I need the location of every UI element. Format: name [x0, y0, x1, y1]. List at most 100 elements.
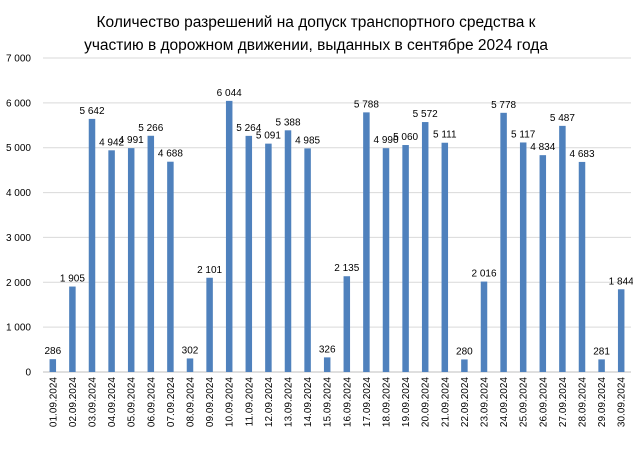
bar: [49, 359, 57, 372]
x-tick-label: 14.09.2024: [303, 377, 314, 427]
bar: [559, 125, 566, 372]
bar: [617, 289, 625, 372]
data-label: 4 688: [158, 149, 183, 160]
bar: [323, 357, 331, 372]
bar: [461, 359, 468, 372]
bar: [108, 150, 115, 372]
data-label: 5 091: [256, 131, 281, 142]
data-label: 4 683: [569, 149, 594, 160]
x-tick-label: 22.09.2024: [460, 377, 471, 427]
x-tick-label: 21.09.2024: [440, 377, 451, 427]
bar: [245, 135, 253, 372]
data-label: 6 044: [217, 88, 242, 99]
bar: [225, 100, 233, 373]
data-label: 5 266: [138, 123, 163, 134]
bar: [382, 148, 390, 372]
y-tick-label: 0: [25, 368, 31, 379]
y-tick-label: 3 000: [6, 233, 31, 244]
x-tick-label: 09.09.2024: [205, 377, 216, 427]
x-tick-label: 10.09.2024: [225, 377, 236, 427]
x-tick-label: 03.09.2024: [88, 377, 99, 427]
bar: [519, 142, 527, 372]
x-tick-label: 27.09.2024: [558, 377, 569, 427]
bar: [363, 112, 370, 373]
data-label: 2 135: [334, 263, 359, 274]
bar: [402, 145, 409, 372]
bar: [421, 122, 429, 372]
y-tick-label: 7 000: [6, 54, 31, 65]
x-tick-label: 23.09.2024: [480, 377, 491, 427]
data-label: 5 788: [354, 99, 379, 110]
y-tick-label: 1 000: [6, 323, 31, 334]
data-label: 326: [319, 344, 336, 355]
x-tick-label: 24.09.2024: [499, 377, 510, 427]
bar: [304, 148, 311, 372]
data-label: 5 642: [79, 106, 104, 117]
data-label: 280: [456, 346, 473, 357]
x-tick-label: 05.09.2024: [127, 377, 138, 427]
x-tick-label: 12.09.2024: [264, 377, 275, 427]
data-label: 5 572: [413, 109, 438, 120]
x-tick-label: 20.09.2024: [421, 377, 432, 427]
x-tick-label: 16.09.2024: [342, 377, 353, 427]
x-tick-label: 25.09.2024: [519, 377, 530, 427]
x-tick-label: 01.09.2024: [48, 377, 59, 427]
data-label: 5 778: [491, 100, 516, 111]
x-tick-label: 19.09.2024: [401, 377, 412, 427]
data-label: 4 991: [119, 135, 144, 146]
bar: [186, 358, 194, 372]
y-tick-label: 2 000: [6, 278, 31, 289]
data-label: 4 942: [99, 137, 124, 148]
bar: [88, 118, 96, 372]
data-label: 286: [44, 346, 61, 357]
x-axis-ticks: 01.09.2024 02.09.2024 03.09.2024 04.09.2024…: [48, 377, 627, 427]
x-tick-label: 08.09.2024: [186, 377, 197, 427]
data-label: 5 117: [511, 129, 536, 140]
bar: [167, 161, 174, 372]
bar: [480, 281, 488, 372]
bar: [127, 148, 135, 372]
data-label: 2 101: [197, 265, 222, 276]
data-label: 5 388: [275, 117, 300, 128]
data-label: 4 985: [295, 135, 320, 146]
data-label: 5 264: [236, 123, 261, 134]
x-tick-label: 11.09.2024: [244, 377, 255, 427]
data-label: 5 111: [433, 130, 457, 141]
bar: [147, 135, 155, 372]
chart-title-line-2: участию в дорожном движении, выданных в …: [84, 37, 548, 54]
bar: [539, 155, 547, 372]
data-label: 4 990: [373, 135, 398, 146]
bar: [500, 112, 507, 372]
bar: [343, 276, 351, 372]
bar: [206, 277, 213, 372]
data-label: 2 016: [471, 269, 496, 280]
bar: [69, 286, 76, 372]
bar: [598, 359, 605, 372]
x-tick-label: 02.09.2024: [68, 377, 79, 427]
chart-title-line-1: Количество разрешений на допуск транспор…: [97, 14, 536, 31]
x-tick-label: 26.09.2024: [538, 377, 549, 427]
x-tick-label: 18.09.2024: [382, 377, 393, 427]
bar: [578, 161, 586, 372]
data-label: 5 060: [393, 132, 418, 143]
x-tick-label: 30.09.2024: [617, 377, 628, 427]
x-tick-label: 15.09.2024: [323, 377, 334, 427]
y-tick-label: 4 000: [6, 188, 31, 199]
x-tick-label: 17.09.2024: [362, 377, 373, 427]
y-tick-label: 6 000: [6, 98, 31, 109]
data-label: 4 834: [530, 142, 555, 153]
x-tick-label: 06.09.2024: [146, 377, 157, 427]
data-label: 5 487: [550, 113, 575, 124]
x-tick-label: 07.09.2024: [166, 377, 177, 427]
y-tick-label: 5 000: [6, 143, 31, 154]
data-label: 281: [593, 346, 610, 357]
data-label: 1 905: [60, 274, 85, 285]
data-label: 1 844: [609, 276, 633, 287]
y-axis-ticks: 0 1 000 2 000 3 000 4 000 5 000 6 000 7 000: [6, 54, 31, 379]
data-label: 302: [182, 345, 199, 356]
bars: [49, 100, 625, 373]
x-tick-label: 29.09.2024: [597, 377, 608, 427]
